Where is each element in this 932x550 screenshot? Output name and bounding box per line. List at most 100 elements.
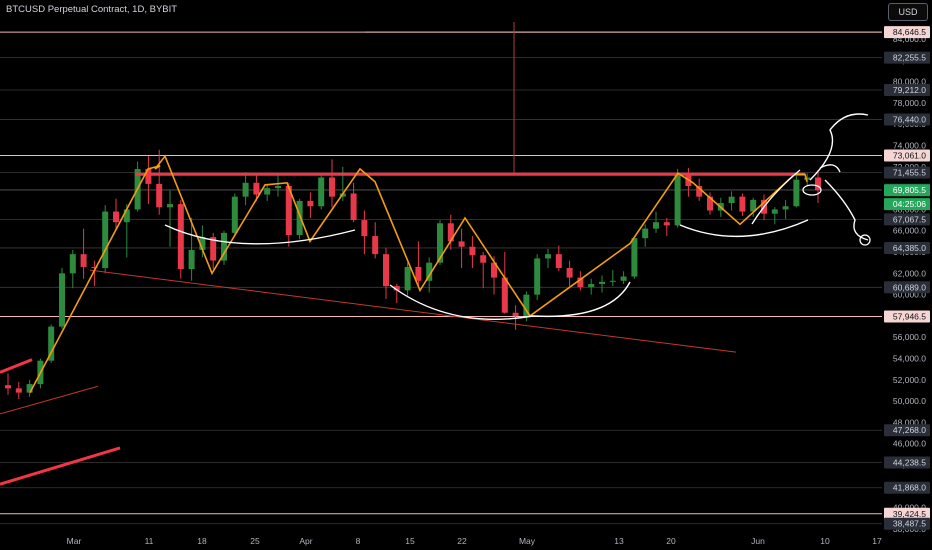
y-tick-label: 54,000.0 — [893, 354, 926, 364]
y-tick-label: 48,000.0 — [893, 417, 926, 427]
candle-body — [26, 384, 33, 393]
candle-body — [815, 177, 821, 191]
x-tick-label: 22 — [457, 536, 467, 546]
price-label-box — [884, 517, 930, 530]
price-label-text: 82,255.5 — [893, 53, 926, 63]
x-tick-label: May — [519, 536, 536, 546]
price-label-text: 57,946.5 — [893, 312, 926, 322]
candle-body — [404, 266, 411, 291]
candle-body — [588, 283, 595, 288]
y-tick-label: 74,000.0 — [893, 141, 926, 151]
candle-body — [372, 236, 379, 255]
price-label-text: 76,440.0 — [893, 115, 926, 125]
candle-body — [393, 286, 400, 291]
x-tick-label: 8 — [356, 536, 361, 546]
candle-body — [674, 174, 681, 226]
candle-body — [631, 238, 638, 277]
hand-drawn-curve — [809, 113, 869, 181]
price-label-box — [884, 241, 930, 254]
price-label-box — [884, 84, 930, 97]
price-label-text: 60,689.0 — [893, 282, 926, 292]
price-label-text: 67,067.5 — [893, 214, 926, 224]
candle-body — [383, 254, 389, 287]
candle-body — [275, 186, 281, 189]
price-label-box — [884, 456, 930, 469]
candle-body — [318, 177, 325, 207]
price-label-text: 47,268.0 — [893, 425, 926, 435]
price-label-text: 64,385.0 — [893, 243, 926, 253]
price-label-box — [884, 166, 930, 179]
price-label-text: 41,868.0 — [893, 483, 926, 493]
price-label-text: 39,424.5 — [893, 509, 926, 519]
price-label-box — [884, 507, 930, 520]
price-label-text: 38,487.5 — [893, 519, 926, 529]
chart-title: BTCUSD Perpetual Contract, 1D, BYBIT — [6, 4, 178, 15]
y-tick-label: 62,000.0 — [893, 268, 926, 278]
candle-body — [91, 266, 98, 269]
currency-button[interactable]: USD — [888, 3, 928, 21]
candle-body — [469, 246, 476, 256]
candle-body — [350, 193, 357, 221]
hand-drawn-curve — [751, 169, 801, 225]
price-label-box — [884, 424, 930, 437]
candle-body — [728, 196, 735, 204]
candle-body — [221, 232, 227, 261]
x-tick-label: 20 — [666, 536, 676, 546]
price-label-text: 71,455.5 — [893, 168, 926, 178]
candle-body — [123, 209, 130, 223]
candle-body — [804, 177, 811, 180]
candle-body — [242, 182, 249, 197]
candle-body — [285, 186, 292, 235]
candle-body — [102, 211, 109, 269]
candle-body — [609, 280, 616, 282]
candle-body — [642, 228, 649, 239]
red-segment-lower — [0, 446, 121, 486]
harmonic-trend-lines — [29, 154, 808, 393]
y-tick-label: 84,000.0 — [893, 34, 926, 44]
candle-body — [653, 222, 659, 229]
candle-body — [750, 199, 757, 212]
candle-body — [793, 179, 800, 207]
candle-body — [447, 223, 454, 242]
candle-body — [48, 326, 55, 361]
candle-body — [69, 254, 76, 274]
candle-body — [296, 200, 303, 235]
candle-body — [15, 388, 22, 393]
candle-body — [145, 168, 152, 184]
hand-drawn-curve — [819, 164, 841, 173]
price-label-box — [884, 26, 930, 39]
candle-body — [167, 204, 173, 208]
candle-body — [307, 200, 314, 207]
price-label-box — [884, 310, 930, 323]
candle-body — [577, 277, 584, 288]
price-label-box — [884, 213, 930, 226]
hand-drawn-curve — [164, 224, 356, 245]
candle-body — [113, 211, 119, 223]
y-tick-label: 78,000.0 — [893, 98, 926, 108]
x-tick-label: 13 — [614, 536, 624, 546]
y-tick-label: 46,000.0 — [893, 439, 926, 449]
x-tick-label: 17 — [872, 536, 882, 546]
candle-body — [156, 183, 163, 208]
candle-body — [739, 196, 746, 212]
candle-body — [696, 186, 703, 197]
candle-body — [231, 196, 238, 233]
candle-body — [771, 209, 778, 214]
candle-body — [599, 281, 605, 284]
price-label-text: 04:25:06 — [893, 199, 926, 209]
candle-body — [555, 254, 562, 269]
candle-body — [210, 237, 217, 261]
candle-body — [534, 258, 541, 295]
candle-body — [361, 220, 368, 237]
y-tick-label: 60,000.0 — [893, 290, 926, 300]
price-label-box — [884, 184, 930, 197]
candle-body — [523, 294, 530, 316]
candle-body — [199, 237, 206, 250]
support-trendline — [89, 269, 737, 353]
price-label-box — [884, 281, 930, 294]
candle-body — [415, 266, 422, 281]
price-label-text: 79,212.0 — [893, 85, 926, 95]
price-label-text: 44,238.5 — [893, 457, 926, 467]
circle-marker — [802, 184, 822, 196]
